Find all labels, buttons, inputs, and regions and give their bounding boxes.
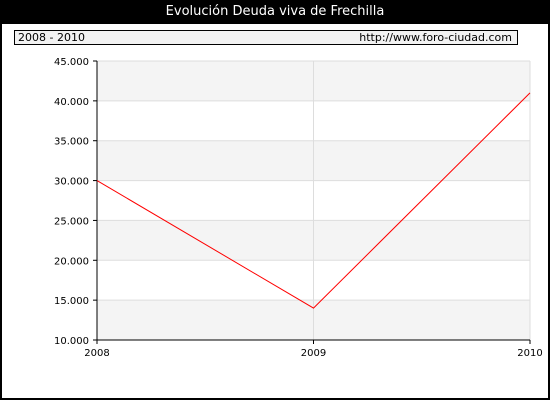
x-tick-label: 2010 [517, 348, 542, 359]
series-line [96, 92, 531, 309]
y-tick-label: 30.000 [54, 177, 89, 188]
y-tick-label: 15.000 [54, 296, 89, 307]
chart-title: Evolución Deuda viva de Frechilla [165, 4, 385, 19]
y-tick-label: 25.000 [54, 216, 89, 227]
y-tick-label: 10.000 [54, 336, 89, 347]
y-tick-label: 40.000 [54, 97, 89, 108]
y-tick-label: 45.000 [54, 57, 89, 68]
y-tick-label: 20.000 [54, 256, 89, 267]
x-tick-label: 2009 [301, 348, 326, 359]
y-tick-label: 35.000 [54, 137, 89, 148]
source-url-link[interactable]: http://www.foro-ciudad.com [359, 31, 512, 44]
period-range-label: 2008 - 2010 [18, 31, 85, 44]
x-tick-label: 2008 [84, 348, 109, 359]
info-bar: 2008 - 2010 http://www.foro-ciudad.com [14, 30, 518, 45]
